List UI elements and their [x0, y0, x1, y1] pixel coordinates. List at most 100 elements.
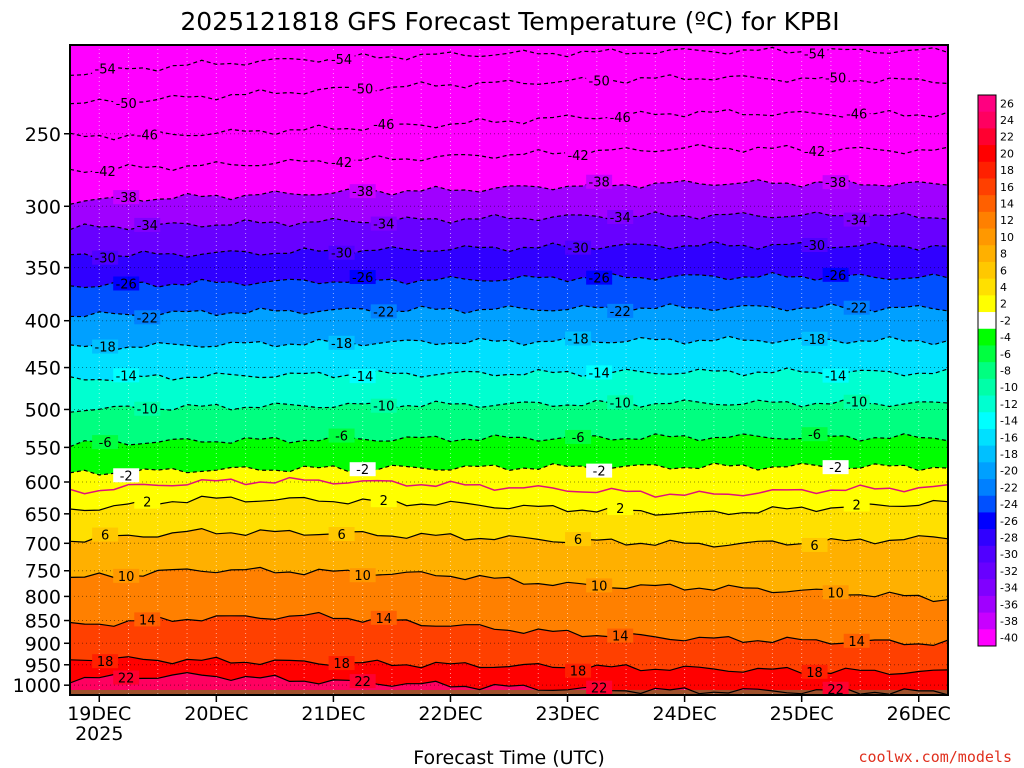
isotherm-label-bg — [92, 435, 119, 450]
isotherm-label: -2 — [356, 463, 369, 478]
colorbar-swatch — [978, 178, 996, 196]
colorbar-label: 26 — [1000, 97, 1014, 110]
isotherm-labels: -54-54 -54-50-50-50 -50-46-46 -46 -46-42-42-… — [92, 46, 870, 698]
colorbar-label: -12 — [1000, 398, 1018, 411]
colorbar-label: -4 — [1000, 331, 1011, 344]
colorbar-swatch — [978, 145, 996, 163]
colorbar-swatch — [978, 512, 996, 530]
isotherm-14 — [70, 611, 948, 647]
isotherm-label: 18 — [806, 666, 823, 681]
isotherm-label-bg — [370, 304, 397, 319]
isotherm-label-bg — [134, 612, 161, 627]
colorbar-swatch — [978, 328, 996, 346]
isotherm-label: -18 — [567, 333, 588, 348]
isotherm-label-bg — [370, 398, 397, 413]
isotherm-label: 18 — [97, 655, 114, 670]
isotherm-label: -38 — [116, 191, 137, 206]
isotherm--10 — [70, 398, 948, 413]
colorbar-label: -24 — [1000, 498, 1018, 511]
isotherm-label-bg — [113, 190, 140, 205]
isotherm-label-bg — [370, 610, 397, 625]
isotherm-label-bg — [113, 670, 140, 685]
x-tick-year: 2025 — [75, 723, 123, 745]
isotherm-label: -26 — [116, 277, 137, 292]
isotherm-label: 2 — [616, 502, 624, 517]
isotherm-label-bg — [843, 394, 870, 409]
x-tick-label: 21DEC — [301, 703, 365, 725]
colorbar-swatch — [978, 128, 996, 146]
isotherm-label-bg — [607, 395, 634, 410]
plot-frame — [69, 44, 949, 696]
colorbar-label: 20 — [1000, 147, 1014, 160]
isotherm-label: 6 — [574, 533, 582, 548]
y-tick-label: 700 — [25, 533, 61, 555]
isotherm-label-bg — [586, 680, 613, 695]
y-tick-label: 600 — [25, 472, 61, 494]
isotherm-label: -38 — [589, 176, 610, 191]
isotherm--2 — [70, 462, 948, 476]
isotherm-10 — [70, 566, 948, 603]
colorbar-label: -18 — [1000, 448, 1018, 461]
colorbar-label: 2 — [1000, 298, 1007, 311]
colorbar-swatch — [978, 595, 996, 614]
isotherm-label-bg — [822, 368, 849, 383]
colorbar-swatch — [978, 629, 996, 647]
isotherm-label-bg — [565, 532, 592, 547]
isotherm-label-bg — [586, 463, 613, 478]
isotherm-label-bg — [349, 369, 376, 384]
colorbar-label: -28 — [1000, 531, 1018, 544]
isotherm-label: 10 — [827, 586, 844, 601]
colorbar-swatch — [978, 428, 996, 447]
isotherm-label: -22 — [846, 302, 867, 317]
colorbar-swatch — [978, 211, 996, 229]
isotherm-label: -10 — [846, 396, 867, 411]
isotherm-label: -34 — [846, 214, 867, 229]
isotherm--46 — [70, 108, 948, 141]
colorbar-swatch — [978, 345, 996, 363]
isotherm-label: -42 — [331, 156, 352, 171]
isotherm-label: -10 — [373, 400, 394, 415]
colorbar-label: 8 — [1000, 248, 1007, 261]
isotherm-label: -46 — [610, 111, 631, 126]
isotherm-label: 22 — [591, 682, 608, 697]
isotherm-label-bg — [586, 73, 613, 88]
colorbar-swatch — [978, 228, 996, 246]
x-tick-label: 26DEC — [887, 703, 951, 725]
colorbar-swatch — [978, 245, 996, 263]
colorbar-swatch — [978, 261, 996, 280]
isotherm-label: -30 — [331, 247, 352, 262]
isotherm-label: -18 — [804, 333, 825, 348]
colorbar-label: -8 — [1000, 365, 1011, 378]
y-tick-label: 900 — [25, 633, 61, 655]
isotherm-label-bg — [349, 184, 376, 199]
isotherm-label-bg — [349, 81, 376, 96]
isotherm-label: -22 — [137, 311, 158, 326]
isotherm-label-bg — [801, 664, 828, 679]
isotherm--42 — [70, 143, 948, 174]
isotherm-label: -30 — [804, 239, 825, 254]
y-tick-label: 250 — [25, 124, 61, 146]
isotherm-label: 6 — [810, 539, 818, 554]
isotherm-label-bg — [586, 578, 613, 593]
y-tick-label: 800 — [25, 586, 61, 608]
isotherm-label: -10 — [137, 403, 158, 418]
isotherm-label-bg — [801, 537, 828, 552]
colorbar-label: 24 — [1000, 114, 1014, 127]
isotherm-label: -2 — [829, 461, 842, 476]
surface-ground-band — [70, 689, 948, 695]
isotherm-label-bg — [349, 568, 376, 583]
isotherm-label-bg — [843, 497, 870, 512]
isotherm--34 — [70, 211, 948, 231]
colorbar-swatch — [978, 362, 996, 380]
isotherm-label-bg — [349, 270, 376, 285]
isotherm-label: 22 — [354, 675, 371, 690]
isotherm-label-bg — [586, 365, 613, 380]
isotherm-label-bg — [822, 460, 849, 475]
freezing-level-line — [70, 476, 948, 498]
isotherm--30 — [70, 240, 948, 260]
isotherm-label: 14 — [139, 613, 156, 628]
isotherm-label-bg — [92, 61, 119, 76]
isotherm--38 — [70, 179, 948, 205]
colorbar-label: -10 — [1000, 381, 1018, 394]
isotherm-label: -38 — [352, 185, 373, 200]
